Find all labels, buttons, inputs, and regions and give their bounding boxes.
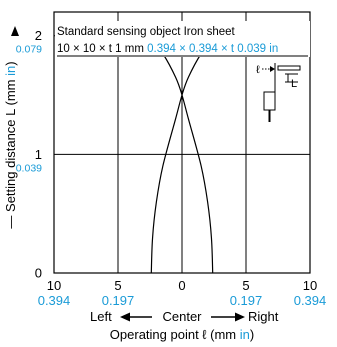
note-background [55, 21, 310, 57]
x-tick-inch-label: 0.197 [102, 293, 135, 308]
y-tick-label: 2 [35, 28, 42, 43]
inset-arrow-icon [270, 66, 275, 72]
note-line-2-mm: 10 × 10 × t 1 mm [57, 43, 147, 55]
x-tick-label: 0 [178, 278, 185, 293]
x-tick-label: 10 [303, 278, 317, 293]
y-axis-title-unit: in [3, 66, 18, 76]
note-line-2: 10 × 10 × t 1 mm 0.394 × 0.394 × t 0.039… [57, 43, 278, 55]
y-axis-title-prefix: — Setting distance L (mm [3, 76, 18, 229]
x-axis-title-suffix: ) [250, 327, 254, 342]
x-tick-label: 5 [242, 278, 249, 293]
x-tick-label: 5 [114, 278, 121, 293]
direction-right: Right [248, 309, 279, 324]
note-line-1: Standard sensing object Iron sheet [57, 26, 236, 38]
sensor-body-icon [263, 91, 276, 111]
note-line-2-in: 0.394 × 0.394 × t 0.039 in [147, 43, 278, 55]
target-plate-icon [277, 65, 301, 71]
y-axis-title: — Setting distance L (mm in) [3, 61, 18, 228]
y-tick-inch-label: 0.079 [16, 44, 42, 56]
y-tick-inch-label: 0.039 [16, 162, 42, 174]
left-arrow-icon [120, 312, 130, 322]
inset-label-l: ℓ [256, 64, 260, 76]
x-tick-inch-label: 0.197 [230, 293, 263, 308]
y-axis-arrow-icon [11, 26, 19, 36]
series-curve-1 [150, 23, 251, 274]
y-ticks: 0 10.039 20.079 [16, 28, 42, 280]
y-tick-label: 0 [35, 266, 42, 281]
right-arrow-icon [235, 312, 245, 322]
x-axis-title-prefix: Operating point ℓ (mm [110, 327, 240, 342]
direction-left: Left [90, 309, 112, 324]
x-axis-title-unit: in [240, 327, 250, 342]
y-tick-label: 1 [35, 147, 42, 162]
x-axis-title: Operating point ℓ (mm in) [110, 327, 254, 342]
inset-label-L: L [291, 78, 297, 90]
y-axis-title-suffix: ) [3, 61, 18, 65]
direction-center: Center [162, 309, 202, 324]
sensor-inset-diagram: ℓ L [254, 61, 304, 133]
x-tick-inch-label: 0.394 [294, 293, 327, 308]
series-curve-2 [113, 23, 214, 274]
x-tick-inch-label: 0.394 [38, 293, 71, 308]
x-tick-label: 10 [47, 278, 61, 293]
